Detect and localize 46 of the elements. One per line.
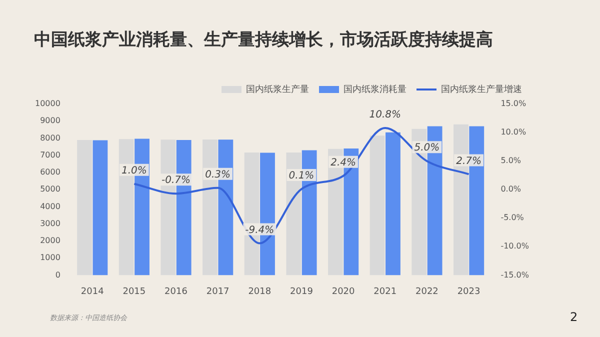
- y2-tick-label: 5.0%: [500, 156, 522, 166]
- x-tick-label: 2023: [457, 286, 480, 297]
- data-label: 1.0%: [121, 165, 147, 176]
- data-label: 5.0%: [414, 142, 440, 154]
- y-tick-label: 1000: [40, 253, 60, 262]
- legend-label: 国内纸浆消耗量: [344, 84, 406, 95]
- y-tick-label: 6000: [40, 168, 60, 177]
- bar: [92, 140, 108, 276]
- y2-tick-label: -5.0%: [500, 213, 524, 222]
- y2-tick-label: -15.0%: [500, 270, 530, 280]
- y-tick-label: 8000: [40, 133, 60, 142]
- text: 2: [570, 310, 578, 324]
- y-tick-label: 5000: [40, 184, 60, 194]
- y2-tick-label: -10.0%: [500, 242, 530, 251]
- y-tick-label: 0: [55, 270, 60, 280]
- legend-label: 国内纸浆生产量: [246, 84, 309, 95]
- y-tick-label: 7000: [40, 150, 60, 160]
- y2-tick-label: 10.0%: [500, 128, 527, 137]
- bar: [77, 140, 92, 276]
- x-tick-label: 2018: [248, 286, 272, 297]
- data-label: -0.7%: [162, 175, 191, 186]
- bar: [386, 132, 400, 276]
- bar: [370, 136, 385, 276]
- x-tick-label: 2017: [206, 286, 230, 297]
- data-label: 0.3%: [205, 169, 231, 180]
- y2-tick-label: 0.0%: [500, 184, 522, 194]
- y-tick-label: 9000: [40, 116, 60, 126]
- x-tick-label: 2020: [332, 286, 356, 297]
- x-tick-label: 2021: [374, 286, 397, 297]
- x-tick-label: 2014: [80, 286, 104, 297]
- x-tick-label: 2019: [290, 286, 314, 297]
- data-label: -9.4%: [245, 224, 274, 236]
- x-tick-label: 2016: [164, 286, 188, 297]
- data-label: 2.4%: [330, 158, 356, 168]
- y-tick-label: 3000: [40, 218, 60, 228]
- y-tick-label: 2000: [40, 236, 60, 246]
- data-label: 2.7%: [456, 156, 482, 167]
- x-tick-label: 2022: [416, 286, 438, 297]
- x-tick-label: 2015: [122, 286, 146, 297]
- data-label: 10.8%: [369, 110, 402, 121]
- data-label: 0.1%: [288, 170, 314, 182]
- y-tick-label: 4000: [40, 202, 60, 211]
- y-tick-label: 10000: [34, 99, 60, 108]
- chart-title: 中国纸浆产业消耗量、生产量持续增长，市场活跃度持续提高: [34, 29, 493, 51]
- y2-tick-label: 15.0%: [500, 99, 527, 108]
- legend-label: 国内纸浆生产量增速: [441, 84, 522, 95]
